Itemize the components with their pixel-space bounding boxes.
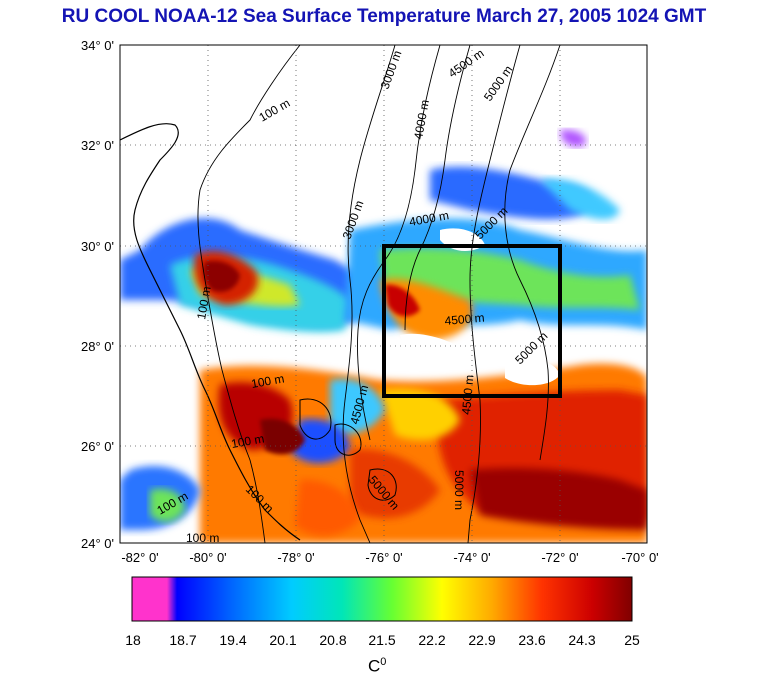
contour-label: 100 m (250, 371, 285, 391)
longitude-axis: -82° 0' -80° 0' -78° 0' -76° 0' -74° 0' … (121, 550, 658, 565)
unit-superscript: 0 (380, 656, 387, 668)
lat-tick-label: 26° 0' (81, 439, 114, 454)
colorbar-tick: 23.6 (518, 632, 546, 648)
colorbar-tick: 22.2 (418, 632, 446, 648)
graticule (120, 45, 647, 543)
lon-tick-label: -70° 0' (621, 550, 658, 565)
lon-tick-label: -74° 0' (453, 550, 490, 565)
lat-tick-label: 30° 0' (81, 239, 114, 254)
map-frame (119, 44, 648, 544)
florida-coastline (119, 123, 301, 541)
colorbar-unit: C0 (368, 656, 386, 677)
colorbar-tick: 20.8 (319, 632, 347, 648)
lon-tick-label: -80° 0' (189, 550, 226, 565)
colorbar (131, 576, 633, 622)
contour-label: 100 m (194, 285, 214, 320)
colorbar-tick: 19.4 (219, 632, 247, 648)
contour-label: 4000 m (411, 99, 432, 141)
map-title: RU COOL NOAA-12 Sea Surface Temperature … (61, 6, 707, 27)
colorbar-tick: 20.1 (269, 632, 297, 648)
bathymetry-contours (197, 44, 561, 544)
colorbar-tick: 21.5 (368, 632, 396, 648)
unit-base: C (368, 656, 381, 676)
colorbar-tick: 22.9 (468, 632, 496, 648)
contour-label: 100 m (230, 431, 265, 451)
bahamas-outline (299, 398, 397, 501)
lat-tick-label: 34° 0' (81, 38, 114, 53)
lon-tick-label: -76° 0' (365, 550, 402, 565)
colorbar-tick: 25 (624, 632, 640, 648)
latitude-axis: 34° 0' 32° 0' 30° 0' 28° 0' 26° 0' 24° 0… (81, 38, 114, 551)
colorbar-tick: 18.7 (169, 632, 197, 648)
lat-tick-label: 24° 0' (81, 536, 114, 551)
lon-tick-label: -82° 0' (121, 550, 158, 565)
contour-label: 4500 m (444, 311, 485, 328)
contour-label: 100 m (186, 531, 219, 545)
study-area-box (382, 244, 562, 398)
lon-tick-label: -72° 0' (541, 550, 578, 565)
lon-tick-label: -78° 0' (277, 550, 314, 565)
lat-tick-label: 32° 0' (81, 138, 114, 153)
lat-tick-label: 28° 0' (81, 339, 114, 354)
colorbar-tick: 24.3 (568, 632, 596, 648)
contour-label: 5000 m (452, 470, 466, 510)
colorbar-tick: 18 (125, 632, 141, 648)
contour-label: 4000 m (408, 208, 450, 229)
